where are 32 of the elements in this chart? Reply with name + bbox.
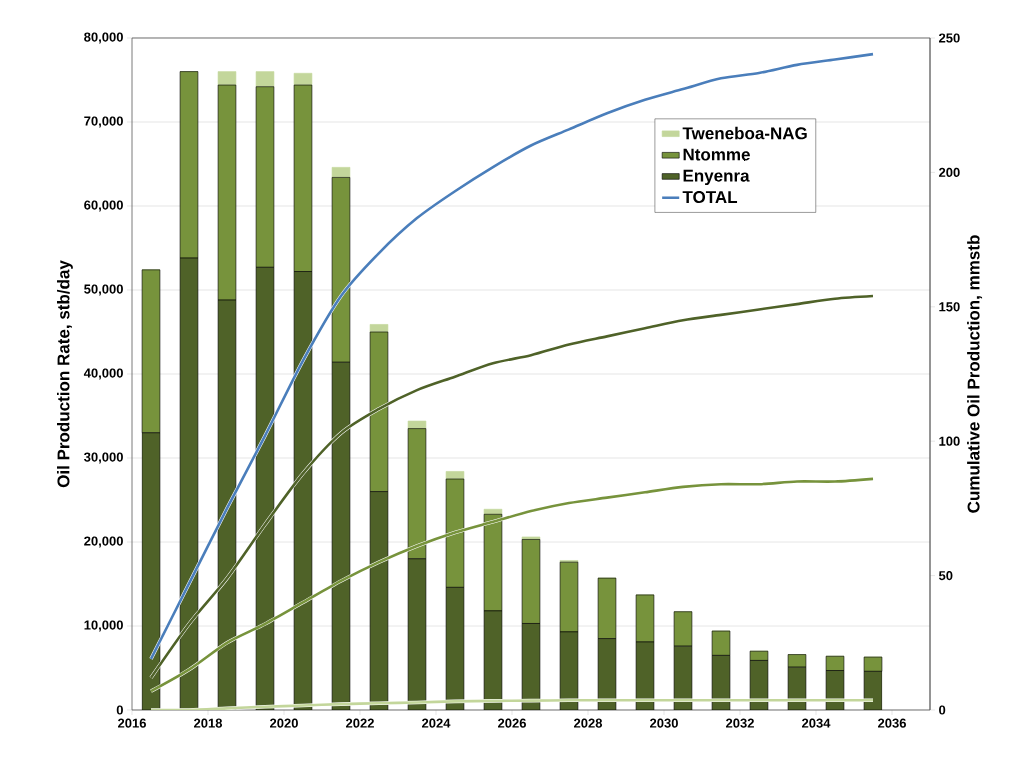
- y-tick-label: 80,000: [84, 32, 123, 44]
- y2-tick-label: 50: [938, 570, 953, 581]
- x-tick-label: 2020: [270, 718, 298, 728]
- y2-tick-label: 200: [938, 167, 960, 177]
- legend-label: TOTAL: [682, 191, 738, 204]
- x-tick-label: 2018: [194, 718, 223, 728]
- y2-tick-label: 0: [939, 705, 946, 715]
- y2-axis-title: Cumulative Oil Production, mmstb: [967, 235, 983, 513]
- y2-tick-label: 150: [939, 302, 960, 312]
- x-tick-label: 2034: [802, 718, 831, 728]
- legend-label: Enyenra: [683, 169, 750, 186]
- y-tick-label: 60,000: [84, 200, 123, 212]
- y-axis-title: Oil Production Rate, stb/day: [57, 260, 73, 488]
- y2-tick-label: 100: [939, 436, 960, 446]
- y-tick-label: 20,000: [84, 536, 123, 548]
- x-tick-label: 2028: [574, 718, 603, 728]
- legend-label: Ntomme: [683, 148, 750, 161]
- y-tick-label: 40,000: [83, 368, 123, 380]
- x-tick-label: 2016: [118, 718, 146, 728]
- y-tick-label: 30,000: [84, 452, 123, 464]
- y-tick-label: 10,000: [84, 620, 123, 632]
- y-tick-label: 0: [116, 705, 123, 715]
- x-tick-label: 2026: [498, 718, 526, 728]
- legend-label: Tweneboa-NAG: [682, 126, 807, 140]
- y-tick-label: 70,000: [84, 116, 123, 128]
- x-tick-label: 2032: [726, 718, 754, 728]
- x-tick-label: 2022: [346, 718, 374, 728]
- x-tick-label: 2030: [650, 718, 678, 728]
- y-tick-label: 50,000: [84, 284, 123, 296]
- x-tick-label: 2024: [422, 718, 451, 728]
- y2-tick-label: 250: [938, 33, 960, 43]
- x-tick-label: 2036: [878, 718, 906, 728]
